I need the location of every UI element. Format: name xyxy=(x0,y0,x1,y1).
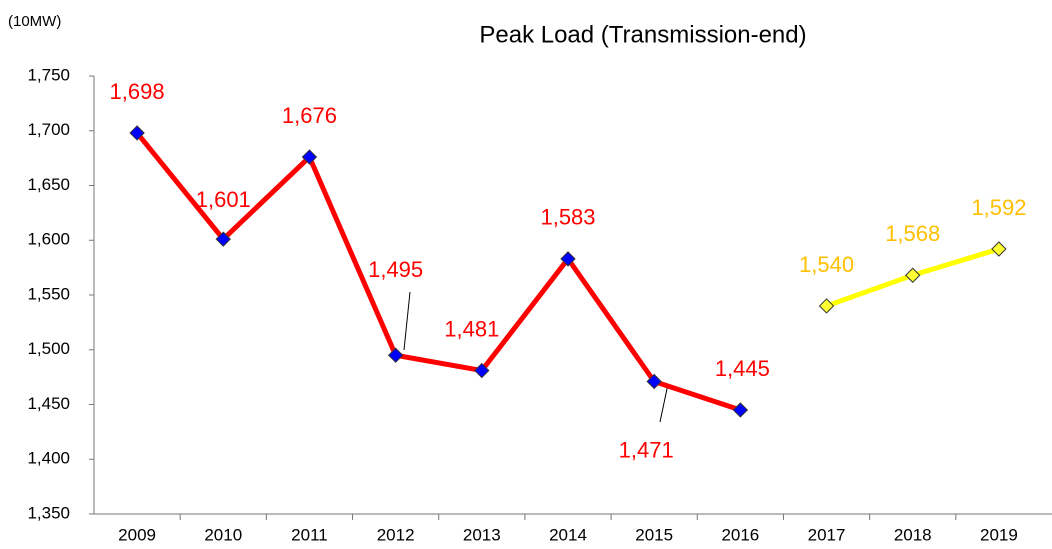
x-tick-label: 2015 xyxy=(635,525,673,544)
y-tick-label: 1,450 xyxy=(27,394,70,413)
series-line xyxy=(135,131,742,413)
marker xyxy=(474,362,490,379)
data-label: 1,481 xyxy=(444,316,499,341)
x-tick-label: 2009 xyxy=(118,525,156,544)
chart-title: Peak Load (Transmission-end) xyxy=(479,21,806,48)
y-axis-unit: (10MW) xyxy=(8,13,61,30)
x-tick-label: 2011 xyxy=(291,525,328,544)
marker xyxy=(301,149,318,165)
y-tick-label: 1,500 xyxy=(27,339,70,358)
x-tick-label: 2019 xyxy=(980,525,1018,544)
leader-line xyxy=(403,291,411,351)
leader-line xyxy=(659,383,669,423)
y-tick-label: 1,650 xyxy=(27,175,70,194)
y-tick-label: 1,550 xyxy=(27,284,70,303)
x-tick-label: 2018 xyxy=(894,525,932,544)
marker xyxy=(129,125,145,141)
marker xyxy=(818,298,835,314)
data-label: 1,676 xyxy=(282,103,337,128)
marker xyxy=(732,402,749,418)
y-tick-label: 1,700 xyxy=(27,120,70,139)
data-label: 1,540 xyxy=(799,252,854,277)
y-tick-label: 1,400 xyxy=(27,449,70,468)
x-tick-label: 2014 xyxy=(549,525,587,544)
data-label: 1,583 xyxy=(540,205,595,230)
data-label: 1,471 xyxy=(619,437,674,462)
marker xyxy=(560,251,576,267)
data-label: 1,568 xyxy=(885,221,940,246)
data-label: 1,592 xyxy=(971,195,1026,220)
x-tick-label: 2010 xyxy=(204,525,242,544)
marker xyxy=(215,231,231,247)
marker xyxy=(387,347,404,363)
marker xyxy=(991,241,1007,257)
data-label: 1,495 xyxy=(368,257,423,282)
data-label: 1,698 xyxy=(110,79,165,104)
x-tick-label: 2017 xyxy=(808,525,846,544)
y-tick-label: 1,600 xyxy=(27,230,70,249)
x-tick-label: 2013 xyxy=(463,525,501,544)
y-tick-label: 1,750 xyxy=(27,65,70,84)
x-tick-label: 2012 xyxy=(377,525,415,544)
x-tick-label: 2016 xyxy=(721,525,759,544)
y-tick-label: 1,350 xyxy=(27,503,70,522)
data-label: 1,601 xyxy=(196,187,251,212)
marker xyxy=(646,373,662,390)
data-label: 1,445 xyxy=(715,356,770,381)
marker xyxy=(905,267,921,283)
